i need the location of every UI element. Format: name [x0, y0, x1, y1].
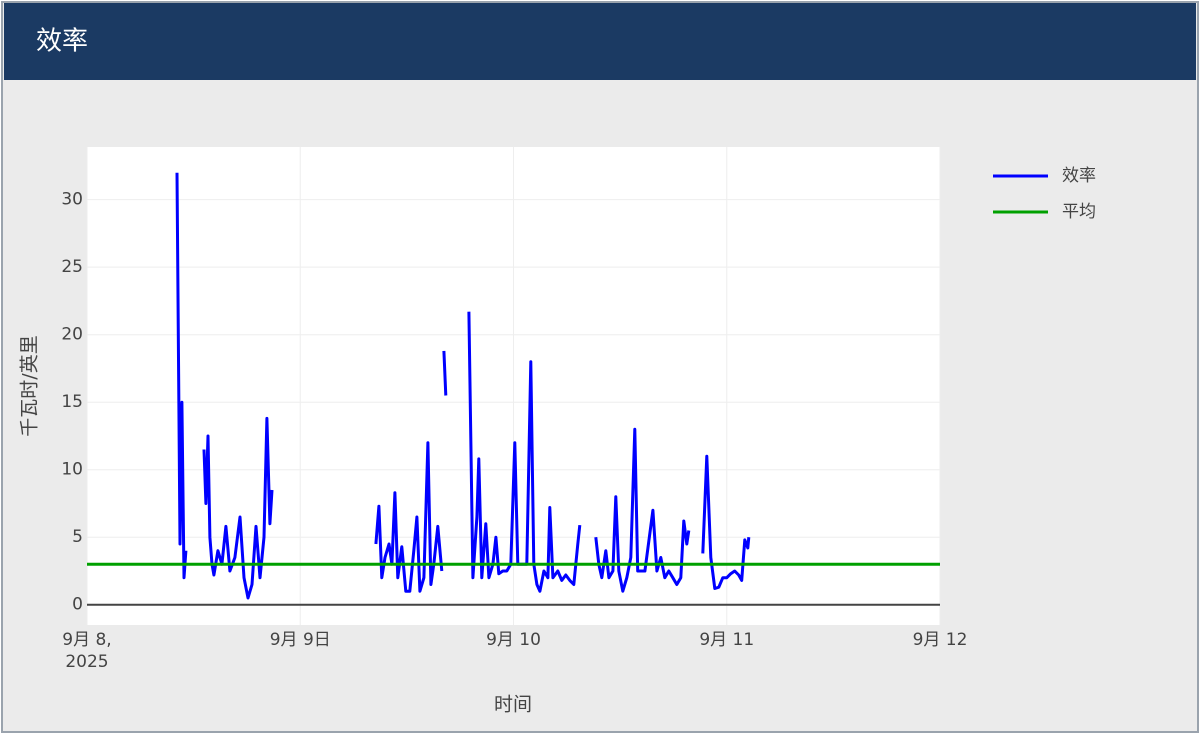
x-tick-label: 9月 9日 [270, 630, 331, 650]
x-tick-label: 9月 11 [699, 630, 754, 650]
y-axis-title: 千瓦时/英里 [19, 335, 41, 436]
y-tick-label: 0 [72, 595, 83, 615]
legend-label: 效率 [1062, 166, 1096, 186]
y-tick-label: 25 [61, 257, 83, 277]
y-tick-label: 10 [61, 460, 83, 480]
y-tick-label: 15 [61, 392, 83, 412]
x-tick-label: 9月 12 [913, 630, 968, 650]
x-axis-title: 时间 [494, 694, 532, 716]
y-tick-label: 5 [72, 527, 83, 547]
header-title: 效率 [36, 27, 88, 57]
legend-label: 平均 [1062, 202, 1096, 222]
header [4, 3, 1196, 80]
x-tick-label: 9月 10 [486, 630, 541, 650]
y-tick-label: 30 [61, 190, 83, 210]
y-tick-label: 20 [61, 325, 83, 345]
x-tick-label: 9月 8, 2025 [62, 630, 111, 672]
